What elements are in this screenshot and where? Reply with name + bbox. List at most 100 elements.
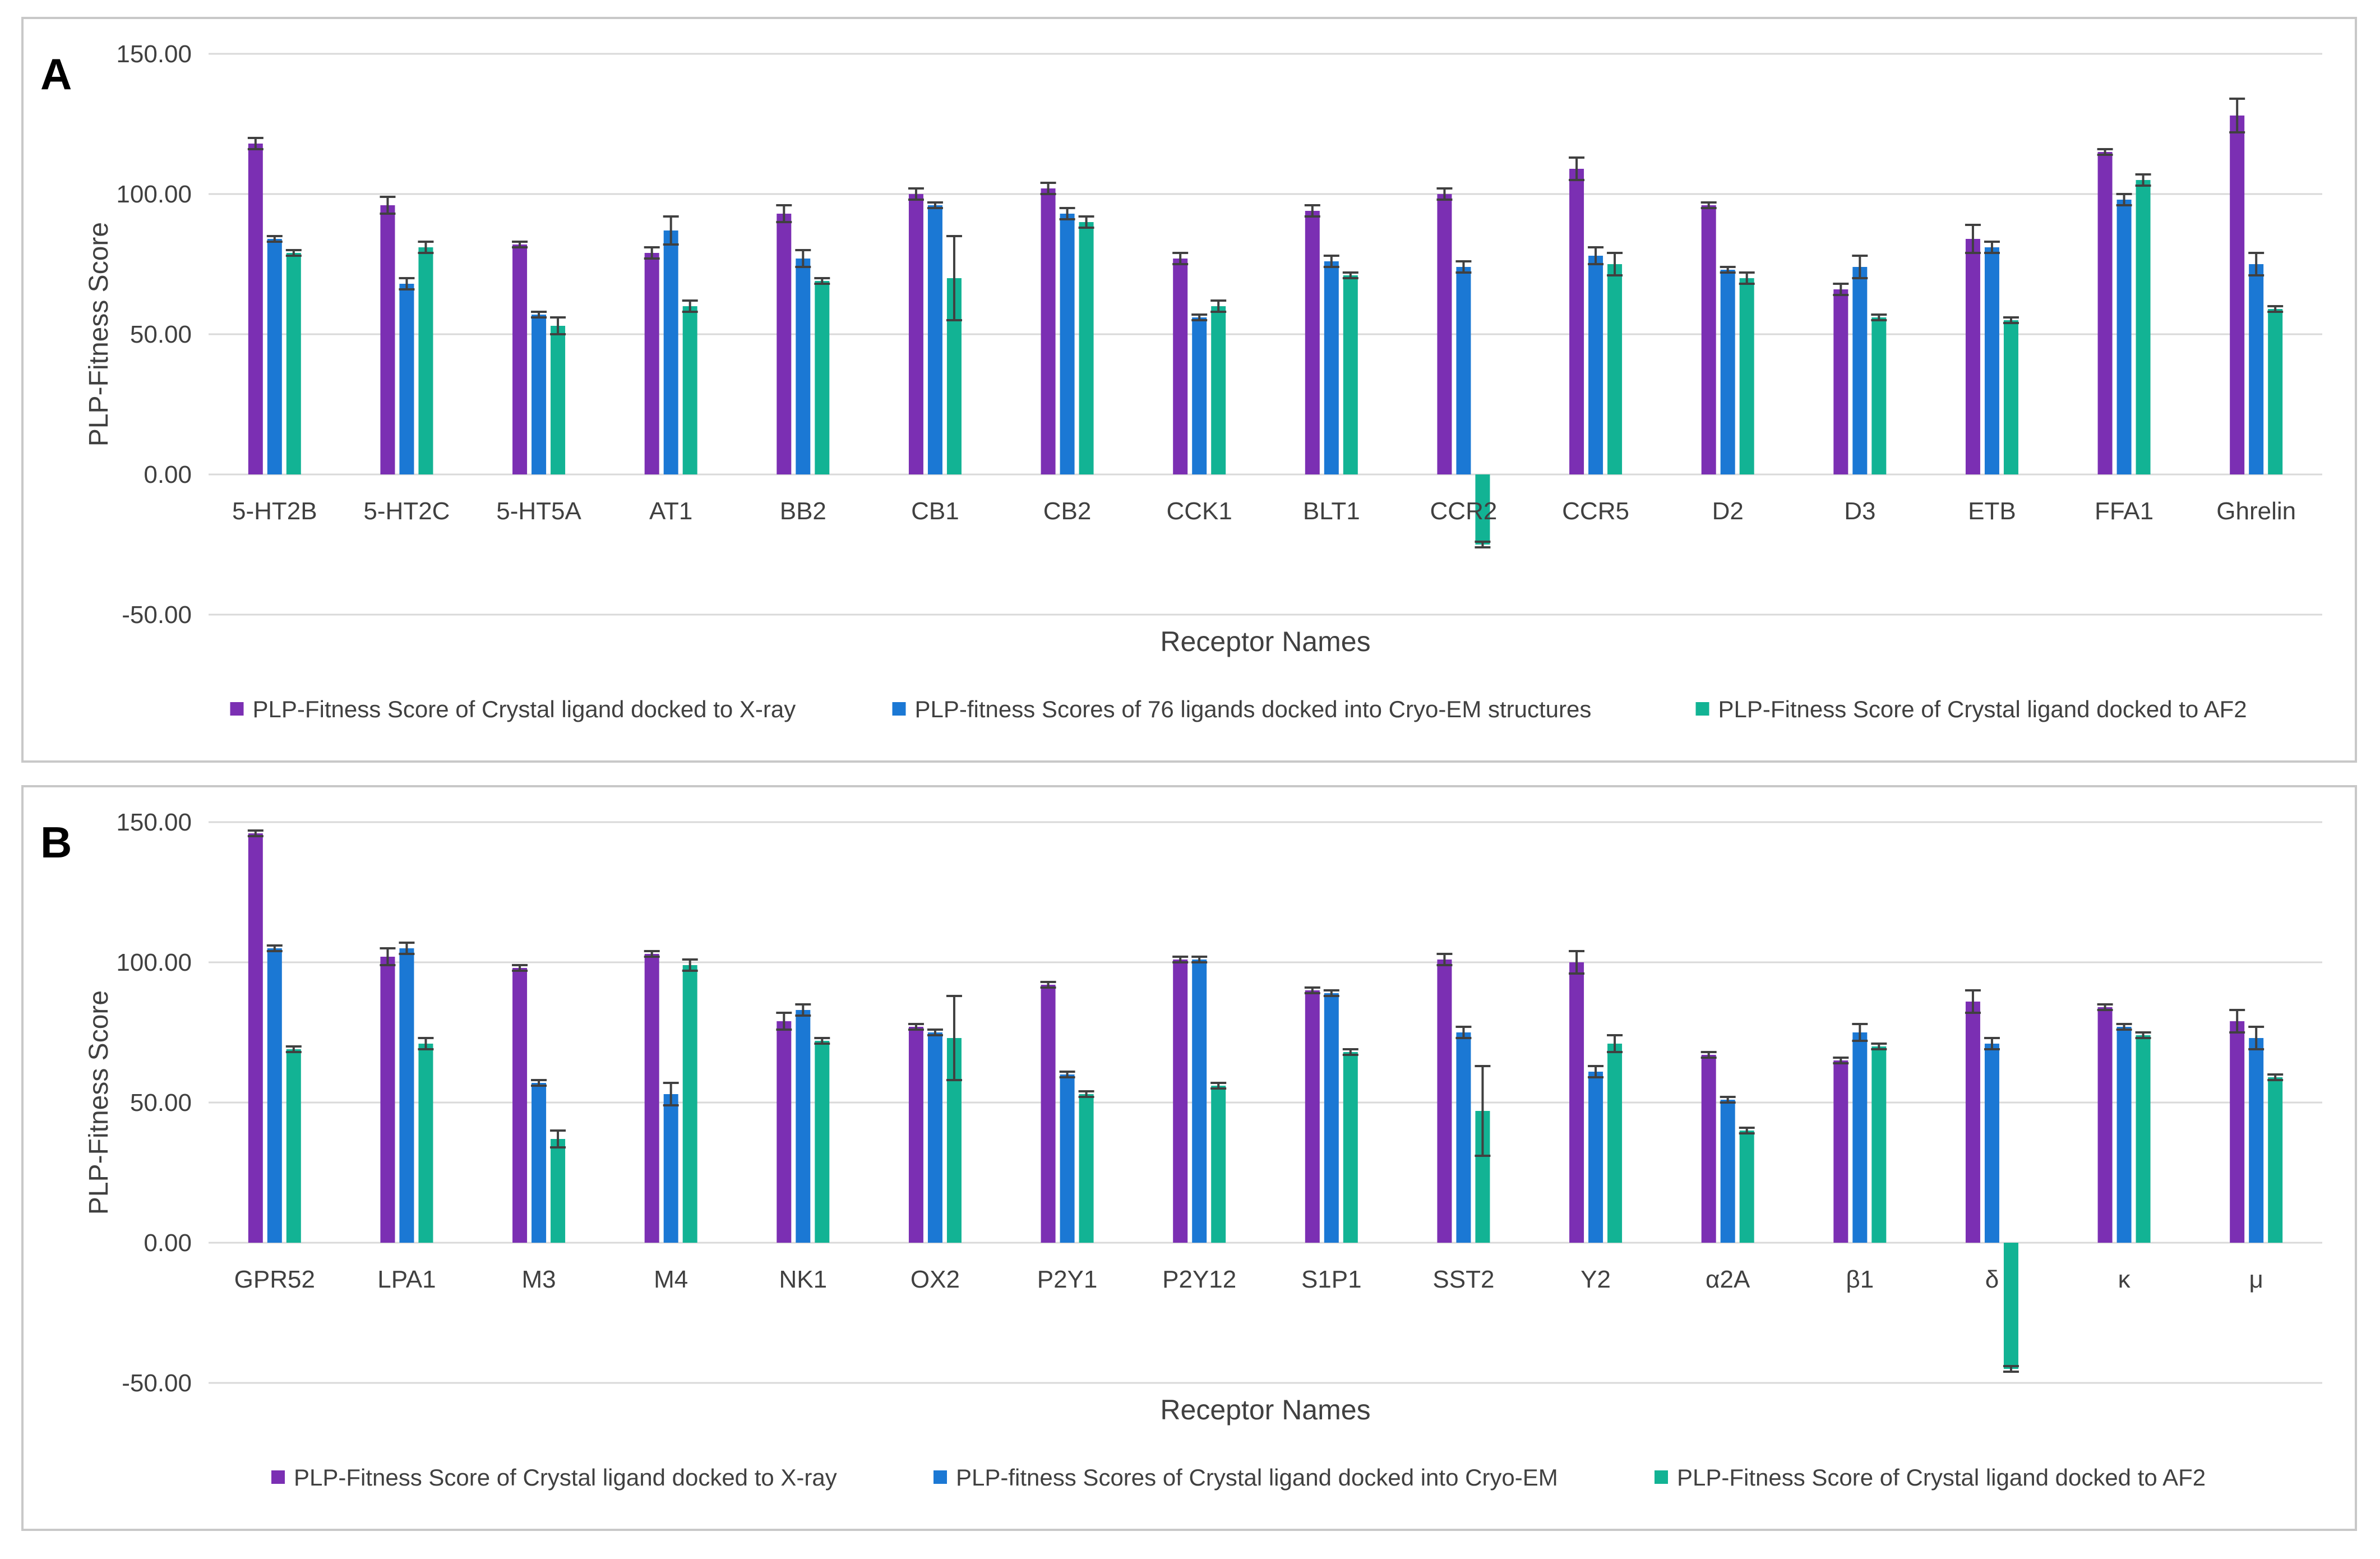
bar-CB1-series-2 bbox=[927, 205, 942, 474]
error-bar bbox=[285, 1045, 302, 1053]
x-tick-label: 5-HT5A bbox=[496, 497, 581, 525]
bar-Ghrelin-series-1 bbox=[2230, 116, 2245, 474]
error-bar bbox=[1700, 1051, 1717, 1059]
error-bar bbox=[644, 950, 660, 958]
x-tick-label: P2Y1 bbox=[1037, 1266, 1098, 1293]
error-bar bbox=[1475, 1065, 1491, 1157]
bar-M4-series-3 bbox=[682, 965, 697, 1243]
legend-swatch-series-1 bbox=[271, 1470, 285, 1484]
bar-κ-series-3 bbox=[2136, 1035, 2151, 1243]
bar-M4-series-2 bbox=[663, 1094, 678, 1243]
error-bar bbox=[1210, 1082, 1227, 1090]
bar-P2Y12-series-3 bbox=[1211, 1086, 1226, 1243]
bar-BLT1-series-1 bbox=[1305, 211, 1320, 474]
bar-D3-series-1 bbox=[1833, 289, 1848, 474]
bar-D2-series-3 bbox=[1739, 278, 1754, 474]
bar-LPA1-series-3 bbox=[418, 1044, 433, 1243]
bar-α2A-series-2 bbox=[1720, 1100, 1735, 1243]
error-bar bbox=[1342, 271, 1358, 279]
error-bar bbox=[1191, 956, 1208, 963]
bar-μ-series-3 bbox=[2268, 1077, 2283, 1243]
error-bar bbox=[2116, 193, 2132, 206]
y-tick-label: 100.00 bbox=[116, 181, 192, 208]
error-bar bbox=[2116, 1023, 2132, 1031]
bar-CCK1-series-2 bbox=[1192, 317, 1207, 474]
y-tick-label: 0.00 bbox=[144, 1229, 192, 1257]
error-bar bbox=[247, 829, 264, 837]
bar-5-HT2B-series-1 bbox=[248, 144, 263, 474]
bar-S1P1-series-1 bbox=[1305, 990, 1320, 1243]
bar-CCR5-series-2 bbox=[1588, 256, 1603, 474]
error-bar bbox=[776, 204, 792, 223]
bar-BB2-series-1 bbox=[777, 214, 792, 474]
bar-CB2-series-1 bbox=[1041, 188, 1056, 474]
error-bar bbox=[1984, 1037, 2000, 1050]
error-bar bbox=[644, 246, 660, 260]
bar-M3-series-1 bbox=[512, 968, 528, 1243]
error-bar bbox=[814, 1037, 830, 1045]
bar-μ-series-1 bbox=[2230, 1021, 2245, 1243]
bar-P2Y1-series-2 bbox=[1060, 1074, 1075, 1243]
x-tick-label: CCR5 bbox=[1562, 497, 1629, 525]
error-bar bbox=[1852, 1023, 1868, 1042]
error-bar bbox=[663, 1082, 679, 1106]
legend-label-series-2: PLP-fitness Scores of Crystal ligand doc… bbox=[956, 1464, 1558, 1491]
error-bar bbox=[1588, 1065, 1604, 1078]
error-bar bbox=[531, 1079, 547, 1087]
x-tick-label: α2A bbox=[1706, 1266, 1750, 1293]
bar-CCR2-series-2 bbox=[1456, 267, 1471, 474]
bar-5-HT2C-series-2 bbox=[399, 284, 414, 474]
y-tick-label: 150.00 bbox=[116, 809, 192, 836]
error-bar bbox=[247, 137, 264, 150]
error-bar bbox=[285, 249, 302, 257]
error-bar bbox=[1323, 255, 1339, 268]
legend-label-series-3: PLP-Fitness Score of Crystal ligand dock… bbox=[1718, 696, 2247, 722]
x-tick-label: OX2 bbox=[911, 1266, 960, 1293]
error-bar bbox=[1475, 541, 1491, 548]
error-bar bbox=[1436, 187, 1453, 201]
bar-5-HT5A-series-2 bbox=[532, 315, 547, 474]
bar-Y2-series-3 bbox=[1607, 1044, 1623, 1243]
error-bar bbox=[1040, 981, 1056, 989]
bar-AT1-series-2 bbox=[663, 230, 678, 474]
error-bar bbox=[927, 201, 943, 209]
error-bar bbox=[1588, 246, 1604, 265]
bar-κ-series-2 bbox=[2116, 1027, 2132, 1243]
bar-BLT1-series-2 bbox=[1324, 261, 1339, 474]
error-bar bbox=[1871, 1043, 1887, 1050]
error-bar bbox=[2003, 1365, 2019, 1373]
error-bar bbox=[1059, 207, 1075, 220]
y-axis-title: PLP-Fitness Score bbox=[84, 990, 114, 1215]
error-bar bbox=[1739, 271, 1755, 285]
error-bar bbox=[1191, 313, 1208, 321]
x-tick-label: BB2 bbox=[780, 497, 826, 525]
bar-P2Y12-series-2 bbox=[1192, 960, 1207, 1243]
legend-label-series-3: PLP-Fitness Score of Crystal ligand dock… bbox=[1677, 1464, 2206, 1491]
bar-CCK1-series-3 bbox=[1211, 306, 1226, 474]
error-bar bbox=[380, 196, 396, 215]
y-tick-label: -50.00 bbox=[122, 1369, 192, 1397]
bar-BB2-series-2 bbox=[796, 259, 811, 474]
bar-P2Y1-series-1 bbox=[1041, 985, 1056, 1243]
bar-D3-series-2 bbox=[1852, 267, 1868, 474]
bar-CCR2-series-1 bbox=[1437, 194, 1452, 474]
bar-α2A-series-1 bbox=[1701, 1055, 1716, 1243]
legend-swatch-series-3 bbox=[1655, 1470, 1668, 1484]
bar-ETB-series-2 bbox=[1984, 247, 1999, 474]
x-tick-label: μ bbox=[2249, 1266, 2263, 1293]
error-bar bbox=[1210, 299, 1227, 313]
error-bar bbox=[1455, 1026, 1472, 1039]
x-tick-label: 5-HT2C bbox=[363, 497, 450, 525]
bar-AT1-series-1 bbox=[644, 253, 659, 474]
legend-swatch-series-3 bbox=[1695, 702, 1709, 716]
legend-label-series-2: PLP-fitness Scores of 76 ligands docked … bbox=[915, 696, 1592, 722]
error-bar bbox=[1436, 953, 1453, 966]
bar-μ-series-2 bbox=[2249, 1038, 2264, 1243]
bar-GPR52-series-3 bbox=[286, 1049, 301, 1243]
x-tick-label: AT1 bbox=[649, 497, 692, 525]
bar-D3-series-3 bbox=[1871, 317, 1887, 474]
error-bar bbox=[2097, 1003, 2113, 1011]
error-bar bbox=[946, 235, 962, 321]
error-bar bbox=[795, 249, 811, 268]
error-bar bbox=[795, 1003, 811, 1017]
